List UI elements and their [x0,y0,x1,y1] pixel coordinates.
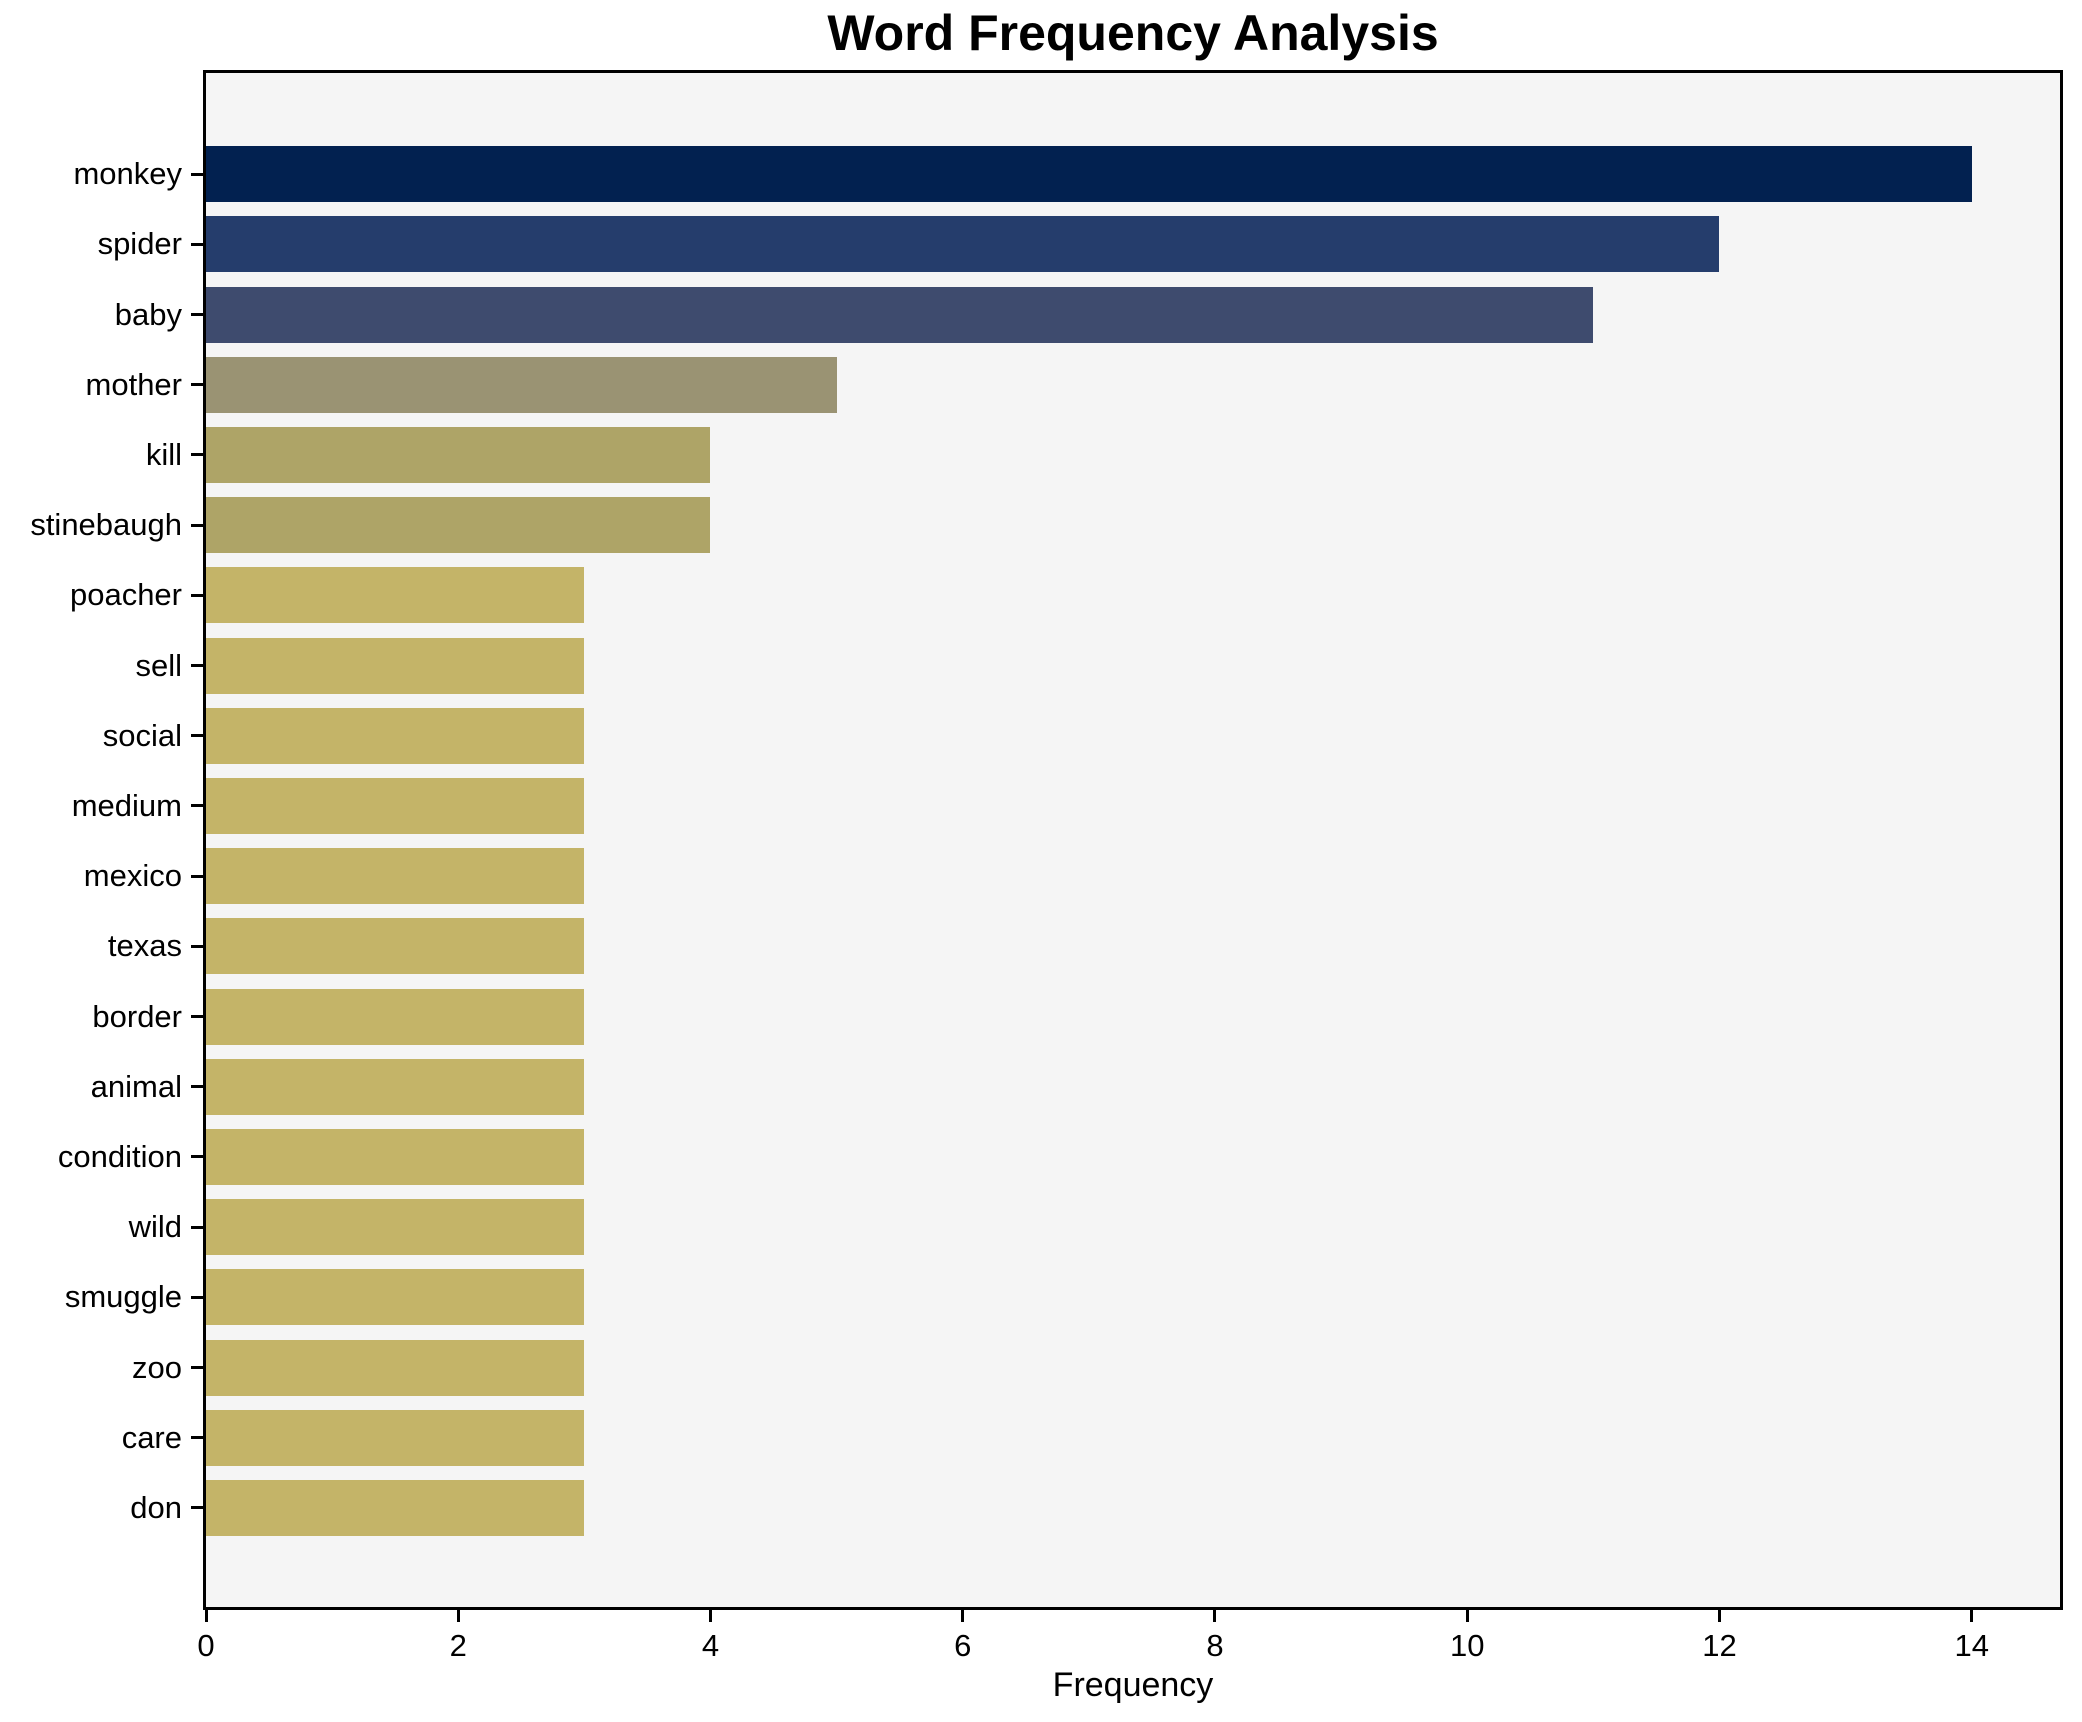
y-tick-label-sell: sell [135,647,182,683]
y-tick-label-border: border [92,998,182,1034]
plot-area [203,70,2063,1610]
bar-social [206,707,585,764]
bar-stinebaugh [206,497,711,554]
bar-mother [206,356,837,413]
y-tick-label-condition: condition [57,1138,182,1174]
bar-mexico [206,848,585,905]
x-tick-label-4: 4 [701,1628,720,1663]
y-tick-mark [191,1015,203,1018]
x-tick-label-2: 2 [449,1628,467,1663]
y-tick-label-smuggle: smuggle [64,1279,182,1315]
y-tick-mark [191,383,203,387]
bar-smuggle [206,1269,585,1326]
y-tick-mark [191,1366,203,1369]
y-tick-mark [191,1295,203,1299]
bar-care [206,1409,585,1466]
y-tick-mark [191,804,203,808]
x-tick-label-12: 12 [1702,1628,1737,1663]
y-tick-mark [191,664,203,667]
bar-wild [206,1199,585,1256]
y-tick-mark [191,593,203,597]
y-tick-label-stinebaugh: stinebaugh [30,507,182,543]
y-tick-label-texas: texas [107,928,182,964]
bar-border [206,988,585,1045]
y-tick-label-monkey: monkey [73,156,182,192]
x-tick-mark [1717,1610,1721,1622]
bar-animal [206,1058,585,1115]
y-tick-label-medium: medium [71,787,182,823]
y-tick-mark [191,313,203,316]
x-tick-label-14: 14 [1954,1628,1989,1663]
x-tick-label-0: 0 [197,1628,215,1663]
y-tick-label-mother: mother [85,366,182,402]
x-tick-mark [1213,1610,1217,1622]
x-tick-label-8: 8 [1206,1628,1224,1663]
x-axis-title: Frequency [1052,1666,1214,1704]
x-tick-mark [1970,1610,1974,1622]
y-tick-mark [191,242,203,246]
y-tick-mark [191,523,203,527]
y-tick-mark [191,874,203,878]
bar-spider [206,216,1720,273]
bar-monkey [206,146,1972,203]
chart-title: Word Frequency Analysis [827,5,1439,61]
y-tick-label-poacher: poacher [69,577,182,613]
y-tick-mark [191,734,203,738]
y-tick-mark [191,1506,203,1510]
bar-poacher [206,567,585,624]
y-tick-label-spider: spider [97,226,182,262]
y-tick-label-kill: kill [145,436,182,472]
y-tick-mark [191,944,203,948]
bar-baby [206,286,1594,343]
x-tick-mark [204,1610,208,1622]
y-tick-mark [191,1085,203,1089]
y-tick-mark [191,1225,203,1229]
y-tick-mark [191,1436,203,1440]
y-tick-mark [191,172,203,176]
bar-texas [206,918,585,975]
y-tick-label-don: don [130,1489,182,1525]
x-tick-mark [456,1610,460,1622]
y-tick-label-animal: animal [90,1068,182,1104]
y-tick-label-mexico: mexico [83,858,182,894]
x-tick-mark [961,1610,965,1622]
bar-condition [206,1128,585,1185]
bar-don [206,1479,585,1536]
bar-kill [206,426,711,483]
y-tick-label-social: social [102,717,182,753]
y-tick-mark [191,453,203,457]
y-tick-label-care: care [121,1419,182,1455]
bar-medium [206,777,585,834]
y-tick-label-wild: wild [128,1209,182,1245]
x-tick-mark [708,1610,712,1622]
bar-sell [206,637,585,694]
x-tick-label-6: 6 [954,1628,972,1663]
y-tick-mark [191,1155,203,1159]
y-tick-label-baby: baby [114,296,182,332]
y-tick-label-zoo: zoo [132,1349,182,1385]
x-tick-mark [1465,1610,1469,1622]
bar-zoo [206,1339,585,1396]
x-tick-label-10: 10 [1449,1628,1485,1663]
